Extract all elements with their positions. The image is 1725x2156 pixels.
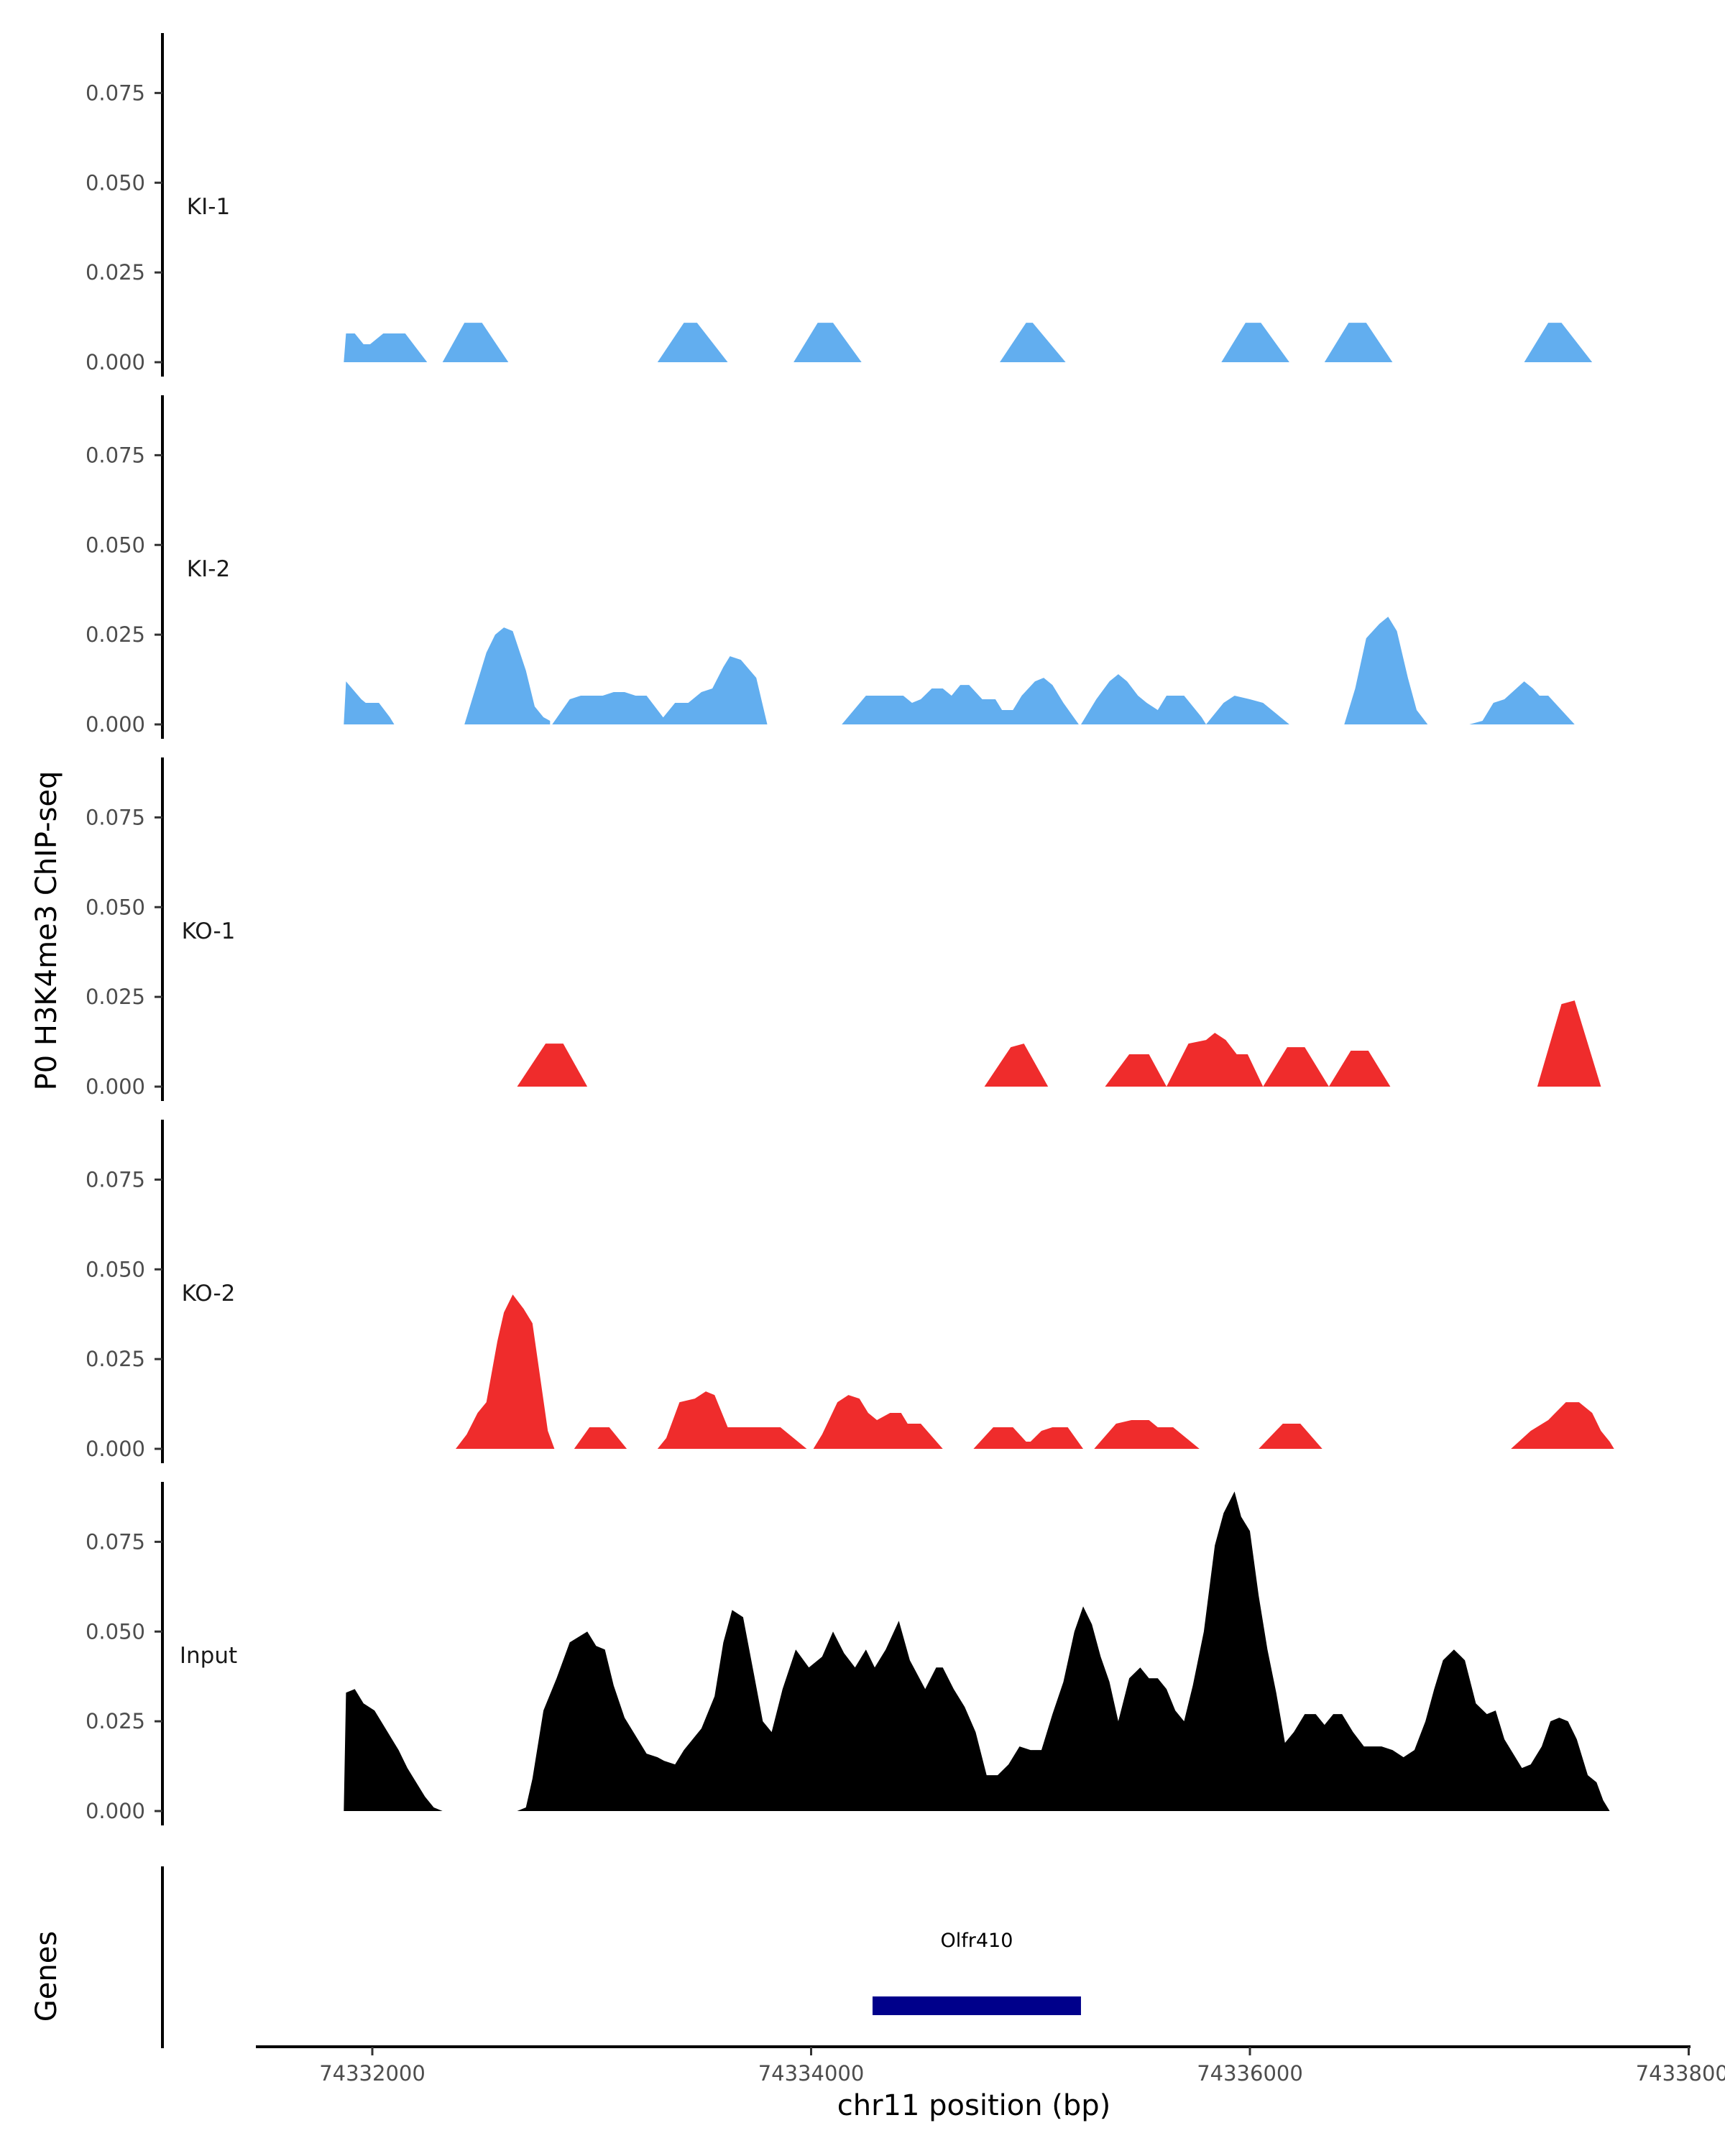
signal-area-ki-1-7	[1524, 323, 1593, 362]
signal-area-ko-1-1	[984, 1044, 1049, 1087]
y-tick-label: 0.075	[86, 805, 145, 829]
signal-area-ki-2-1	[464, 627, 551, 724]
y-tick-label: 0.075	[86, 1529, 145, 1554]
signal-area-ki-2-6	[1206, 696, 1289, 724]
signal-area-ko-2-5	[1094, 1420, 1200, 1449]
signal-area-ki-1-0	[344, 333, 428, 362]
panel-input: 0.000 0.025 0.050 0.075 Input	[86, 1482, 1610, 1825]
signal-area-ko-2-7	[1511, 1402, 1614, 1449]
signal-area-ki-2-7	[1344, 617, 1428, 724]
signal-area-ki-2-8	[1469, 681, 1575, 724]
genes-track-title: Genes	[30, 1931, 63, 2022]
y-tick-label: 0.000	[86, 1074, 145, 1099]
signal-area-ko-1-3	[1167, 1033, 1264, 1087]
signal-area-ki-1-5	[1221, 323, 1289, 362]
panel-label: KO-2	[182, 1281, 236, 1307]
signal-area-ki-2-5	[1081, 674, 1206, 724]
y-tick-label: 0.000	[86, 712, 145, 737]
panel-ko-1: 0.000 0.025 0.050 0.075 KO-1	[86, 757, 1601, 1101]
signal-area-input-0	[344, 1689, 443, 1811]
gene-bar-olfr410	[872, 1996, 1081, 2015]
panel-label: KI-1	[187, 194, 230, 220]
y-tick-label: 0.000	[86, 1437, 145, 1461]
panel-ko-2: 0.000 0.025 0.050 0.075 KO-2	[86, 1120, 1614, 1463]
signal-area-ko-1-6	[1537, 1000, 1601, 1087]
signal-area-ko-2-4	[973, 1427, 1083, 1449]
y-tick-label: 0.000	[86, 350, 145, 374]
x-tick-label: 74332000	[319, 2061, 426, 2086]
y-tick-label: 0.025	[86, 622, 145, 647]
x-tick-label: 74338000	[1636, 2061, 1725, 2086]
signal-area-ki-1-1	[442, 323, 509, 362]
panel-label: KO-1	[182, 918, 236, 944]
signal-area-ko-2-6	[1259, 1424, 1322, 1449]
signal-area-ki-1-4	[1000, 323, 1066, 362]
y-tick-label: 0.025	[86, 1347, 145, 1371]
x-axis-title: chr11 position (bp)	[837, 2089, 1111, 2122]
y-tick-label: 0.025	[86, 985, 145, 1009]
signal-area-ki-2-0	[344, 681, 395, 724]
x-tick-label: 74336000	[1197, 2061, 1303, 2086]
panel-ki-1: 0.000 0.025 0.050 0.075 KI-1	[86, 33, 1593, 377]
signal-area-ko-2-0	[456, 1294, 555, 1449]
signal-area-ko-1-0	[517, 1044, 588, 1087]
y-tick-label: 0.050	[86, 533, 145, 557]
y-tick-label: 0.025	[86, 260, 145, 285]
y-tick-label: 0.075	[86, 80, 145, 105]
signal-area-ko-2-2	[657, 1391, 807, 1449]
signal-area-ki-1-3	[794, 323, 862, 362]
signal-area-input-1	[517, 1491, 1610, 1811]
panel-label: KI-2	[187, 556, 230, 582]
y-tick-label: 0.000	[86, 1799, 145, 1823]
panel-ki-2: 0.000 0.025 0.050 0.075 KI-2	[86, 395, 1575, 739]
y-tick-label: 0.075	[86, 1167, 145, 1192]
signal-area-ki-1-6	[1324, 323, 1393, 362]
gene-label: Olfr410	[941, 1930, 1013, 1952]
y-tick-label: 0.050	[86, 170, 145, 195]
signal-area-ko-2-3	[813, 1395, 943, 1449]
signal-area-ko-1-2	[1105, 1054, 1167, 1087]
y-tick-label: 0.025	[86, 1709, 145, 1733]
y-tick-label: 0.050	[86, 1257, 145, 1281]
y-tick-label: 0.050	[86, 895, 145, 919]
y-tick-label: 0.075	[86, 443, 145, 467]
y-axis-title: P0 H3K4me3 ChIP-seq	[30, 771, 63, 1091]
y-tick-label: 0.050	[86, 1619, 145, 1644]
signal-area-ko-1-5	[1328, 1051, 1391, 1087]
panel-label: Input	[180, 1643, 237, 1669]
x-tick-label: 74334000	[758, 2061, 865, 2086]
signal-area-ki-1-2	[657, 323, 728, 362]
signal-area-ko-1-4	[1263, 1047, 1329, 1087]
signal-area-ko-2-1	[574, 1427, 627, 1449]
signal-area-ki-2-2	[552, 692, 669, 724]
signal-area-ki-2-3	[657, 656, 768, 724]
signal-area-ki-2-4	[842, 678, 1079, 724]
